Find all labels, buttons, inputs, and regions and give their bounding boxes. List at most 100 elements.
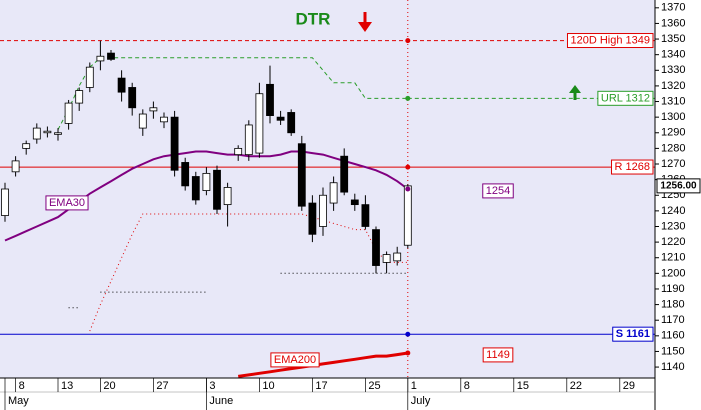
series-dot <box>405 186 411 192</box>
level-label-box <box>566 33 654 49</box>
candle-body <box>340 155 349 193</box>
chart-title: DTR <box>296 9 331 28</box>
series-name-label-group: EMA200 <box>270 352 320 368</box>
y-tick-label: 1180 <box>661 298 685 310</box>
y-tick-label: 1240 <box>661 205 685 217</box>
candle-body <box>1 188 9 216</box>
x-tick-label: 15 <box>517 380 529 392</box>
series-value-label: 1149 <box>486 349 510 361</box>
last-price-box <box>656 178 701 194</box>
candle-body <box>382 254 391 263</box>
level-label: S 1161 <box>616 328 650 340</box>
y-tick-label: 1350 <box>661 33 685 45</box>
level-label-box <box>611 159 654 175</box>
series-value-label-box <box>482 347 514 363</box>
month-label: May <box>8 395 29 407</box>
candle-body <box>85 66 94 88</box>
series-value-label: 1254 <box>486 185 510 197</box>
candle-body <box>11 160 20 173</box>
series-line <box>237 351 409 378</box>
y-tick-label: 1370 <box>661 2 685 14</box>
level-label-group: R 1268 <box>611 159 654 175</box>
candle-body <box>75 90 84 104</box>
candle-body <box>287 112 296 134</box>
candle-body <box>372 229 380 266</box>
y-tick-label: 1200 <box>661 267 685 279</box>
candle-body <box>191 176 200 201</box>
series-value-label-group: 1149 <box>482 347 514 363</box>
x-tick-label: 8 <box>19 380 25 392</box>
candle-body <box>308 202 317 235</box>
level-label: 120D High 1349 <box>570 35 650 47</box>
candle-body <box>319 194 327 227</box>
x-tick-label: 22 <box>570 380 582 392</box>
series-name-label-box <box>45 195 89 211</box>
candle-body <box>223 187 232 206</box>
candle-body <box>170 116 179 171</box>
x-tick-label: 10 <box>262 380 274 392</box>
candle-body <box>128 87 137 109</box>
y-tick-label: 1140 <box>661 361 685 373</box>
candle-body <box>255 93 264 154</box>
series-name-label: EMA200 <box>274 354 316 366</box>
last-price-group: 1256.00 <box>656 178 701 194</box>
candle-body <box>350 199 359 206</box>
x-tick-label: 27 <box>156 380 168 392</box>
y-tick-label: 1280 <box>661 142 685 154</box>
candle-body <box>361 204 370 227</box>
level-dot <box>405 38 411 44</box>
y-tick-label: 1230 <box>661 220 685 232</box>
candle-body <box>244 124 253 156</box>
y-tick-label: 1320 <box>661 80 685 92</box>
series-value-label-box <box>482 183 514 199</box>
level-dot <box>405 95 411 101</box>
candle-body <box>149 107 158 112</box>
y-tick-label: 1270 <box>661 158 685 170</box>
series-name-label: EMA30 <box>49 197 85 209</box>
y-tick-label: 1340 <box>661 49 685 61</box>
x-tick-label: 8 <box>464 380 470 392</box>
candle-body <box>22 143 31 149</box>
level-dot <box>405 331 411 337</box>
candle-body <box>96 55 105 62</box>
y-tick-label: 1360 <box>661 17 685 29</box>
overlay: 120D High 1349 URL 1312 R 1268 S 1161 EMA30 1… <box>45 33 654 368</box>
x-tick-label: 3 <box>209 380 215 392</box>
series-name-label-group: EMA30 <box>45 195 89 211</box>
candle-body <box>266 83 274 116</box>
y-tick-label: 1290 <box>661 127 685 139</box>
series-name-label-box <box>270 352 320 368</box>
down-arrow <box>358 12 372 32</box>
candle-body <box>32 127 41 140</box>
level-label-group: URL 1312 <box>597 90 654 106</box>
month-label: June <box>209 395 233 407</box>
candle-body <box>393 252 402 262</box>
candle-body <box>403 185 412 246</box>
candle-body <box>276 116 285 121</box>
candle-body <box>117 77 126 93</box>
candle-body <box>160 116 168 123</box>
series-line <box>89 213 408 332</box>
last-price-label: 1256.00 <box>660 181 697 192</box>
y-tick-label: 1300 <box>661 111 685 123</box>
y-tick-label: 1170 <box>661 314 685 326</box>
candle-body <box>329 182 338 204</box>
month-label: July <box>411 395 431 407</box>
level-label-group: 120D High 1349 <box>566 33 654 49</box>
series-line <box>57 57 408 130</box>
y-tick-label: 1310 <box>661 95 685 107</box>
candle-body <box>234 147 243 156</box>
level-label-box <box>597 90 654 106</box>
series-value-label-group: 1254 <box>482 183 514 199</box>
x-tick-label: 13 <box>61 380 73 392</box>
y-tick-label: 1330 <box>661 64 685 76</box>
x-tick-label: 29 <box>623 380 635 392</box>
up-arrow <box>569 85 581 100</box>
candle-body <box>202 172 211 191</box>
candle-body <box>54 132 62 135</box>
level-label: R 1268 <box>615 161 650 173</box>
series-dot <box>405 350 411 356</box>
candle-body <box>297 143 306 207</box>
